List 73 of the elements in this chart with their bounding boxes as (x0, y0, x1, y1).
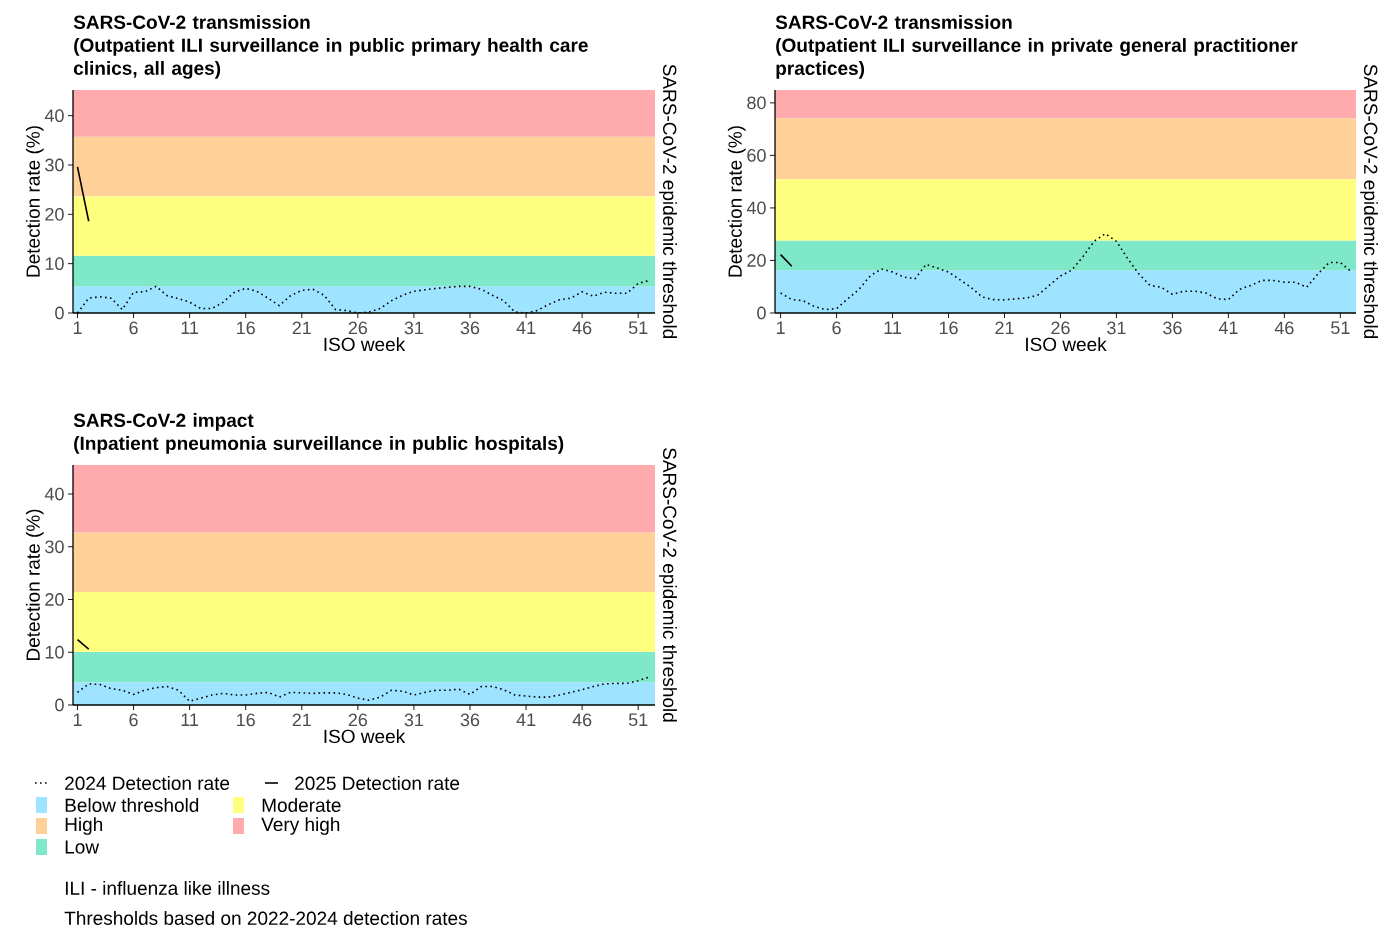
y-tick-label: 10 (45, 645, 64, 659)
y2-axis-title: SARS-CoV-2 epidemic threshold (659, 448, 677, 722)
x-tick-label: 41 (516, 713, 536, 726)
x-tick-label: 51 (628, 713, 648, 727)
x-tick-label: 46 (1274, 321, 1294, 335)
x-axis-title: ISO week (324, 337, 406, 352)
y-tick-label: 80 (747, 96, 766, 110)
x-tick-label: 11 (884, 321, 902, 334)
x-tick-label: 11 (181, 713, 199, 726)
y-tick-label: 10 (45, 257, 64, 271)
legend-label: Moderate (262, 798, 341, 812)
y2-axis-title: SARS-CoV-2 epidemic threshold (1360, 64, 1378, 339)
x-tick-label: 31 (404, 321, 424, 335)
x-tick-label: 26 (348, 713, 368, 727)
y-tick-label: 40 (746, 201, 766, 215)
x-tick-label: 16 (237, 321, 255, 335)
x-tick-label: 6 (129, 713, 138, 727)
x-tick-label: 11 (181, 321, 199, 334)
y-axis-title: Detection rate (%) (727, 126, 746, 277)
x-tick-label: 16 (237, 713, 255, 727)
x-tick-label: 36 (460, 321, 480, 335)
x-tick-label: 46 (572, 321, 592, 335)
x-tick-label: 51 (1331, 321, 1350, 335)
chart-subtitle: (Outpatient ILI surveillance in public primary health care clinics, all ages) (73, 38, 588, 79)
legend-label: Below threshold (65, 798, 199, 812)
y-tick-label: 30 (45, 158, 64, 172)
y-axis-title: Detection rate (%) (25, 509, 44, 660)
y-tick-label: 30 (45, 540, 64, 554)
x-axis-title: ISO week (1026, 337, 1107, 352)
y-tick-label: 0 (757, 306, 766, 320)
line-series (779, 232, 1353, 311)
x-tick-label: 51 (628, 321, 648, 335)
x-tick-label: 36 (460, 713, 480, 727)
y-tick-label: 60 (747, 149, 766, 162)
x-tick-label: 16 (939, 321, 958, 335)
legend-label: 2025 Detection rate (295, 776, 460, 790)
y2-axis-title: SARS-CoV-2 epidemic threshold (659, 64, 677, 339)
chart-title: SARS-CoV-2 transmission (775, 15, 1012, 30)
x-tick-label: 21 (292, 713, 311, 727)
y-tick-label: 0 (55, 306, 64, 320)
legend-label: High (65, 817, 103, 835)
x-axis-title: ISO week (324, 729, 406, 744)
chart-title: SARS-CoV-2 impact (73, 413, 254, 431)
legend-label: Very high (261, 817, 340, 835)
x-tick-label: 1 (776, 321, 785, 334)
y-tick-label: 0 (55, 698, 64, 712)
legend-label: Low (65, 840, 100, 854)
chart-subtitle: (Inpatient pneumonia surveillance in public hospitals) (74, 436, 564, 454)
x-tick-label: 6 (832, 321, 841, 335)
x-tick-label: 26 (1051, 321, 1070, 335)
x-tick-label: 31 (1107, 321, 1126, 335)
x-tick-label: 6 (129, 321, 138, 335)
y-tick-label: 40 (44, 109, 64, 123)
x-tick-label: 31 (404, 713, 424, 727)
x-tick-label: 1 (73, 321, 82, 334)
y-tick-label: 20 (45, 593, 64, 606)
legend-label: 2024 Detection rate (65, 776, 230, 790)
x-tick-label: 41 (1218, 321, 1238, 334)
chart-title: SARS-CoV-2 transmission (73, 15, 310, 29)
x-tick-label: 21 (995, 321, 1014, 335)
x-tick-label: 46 (572, 713, 592, 727)
x-tick-label: 26 (348, 321, 368, 335)
y-tick-label: 40 (44, 487, 64, 501)
y-axis-title: Detection rate (%) (25, 126, 44, 277)
x-tick-label: 21 (292, 321, 311, 335)
x-tick-label: 36 (1163, 321, 1182, 335)
y-tick-label: 20 (747, 254, 766, 267)
y-tick-label: 20 (45, 207, 64, 221)
x-tick-label: 41 (516, 321, 536, 334)
text: Thresholds based on 2022-2024 detection rates (64, 911, 467, 925)
chart-subtitle: (Outpatient ILI surveillance in private general practitioner practices) (776, 38, 1298, 79)
x-tick-label: 1 (73, 713, 82, 726)
text: ILI - influenza like illness (65, 881, 270, 895)
